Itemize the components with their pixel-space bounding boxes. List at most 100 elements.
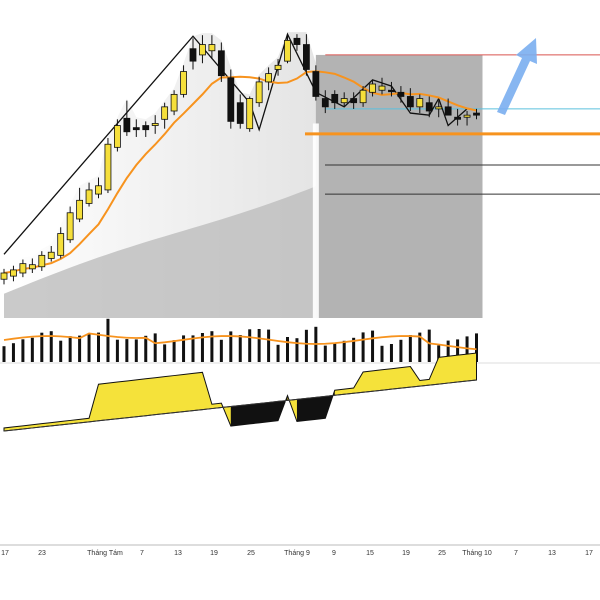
candle-body [142, 125, 150, 131]
candle-body [302, 44, 310, 70]
candle-body [28, 264, 36, 270]
candle-body [406, 96, 414, 108]
oscillator-negative [230, 395, 288, 427]
volume-bar [446, 340, 450, 362]
oscillator-signal [3, 379, 477, 432]
candle-body [359, 89, 367, 104]
volume-bar [49, 331, 53, 362]
candles [0, 34, 480, 285]
oscillator-negative [296, 390, 335, 422]
volume-bar [200, 333, 204, 362]
volume-bar [97, 332, 100, 362]
candle-body [85, 189, 93, 204]
candle-body [397, 91, 405, 97]
volume-bar [125, 339, 129, 362]
volume-bar [219, 339, 223, 362]
volume-bar [418, 332, 422, 362]
candle-body [378, 85, 386, 91]
x-tick-label: 17 [1, 550, 9, 557]
candle-body [473, 112, 480, 116]
candle-body [0, 272, 8, 280]
candle-body [38, 254, 46, 268]
volume-bar [304, 329, 308, 362]
x-tick-label: 13 [174, 550, 182, 557]
volume-bar [153, 333, 157, 362]
candle-body [104, 143, 112, 191]
candle-body [151, 123, 159, 126]
candle-body [425, 102, 433, 112]
volume-bar [276, 344, 280, 362]
volume-bar [2, 346, 6, 362]
candle-body [444, 106, 452, 116]
x-tick-label: Tháng 10 [462, 550, 492, 557]
candle-body [312, 71, 320, 97]
volume-bar [59, 340, 63, 362]
volume-bar [40, 332, 44, 362]
volume-bar [87, 334, 91, 362]
volume-bar [342, 340, 346, 362]
volume-bar [11, 343, 15, 362]
volume-bar [437, 345, 441, 362]
candle-body [47, 251, 55, 259]
volume-bar [210, 331, 214, 362]
candle-body [331, 93, 339, 104]
candle-body [199, 44, 206, 56]
background-bands [4, 32, 483, 319]
volume-bar [144, 335, 148, 362]
volume-bar [21, 339, 25, 362]
candle-body [265, 73, 273, 83]
volume-bars [0, 318, 600, 364]
candle-body [66, 212, 74, 241]
forecast-arrow-shape [497, 38, 537, 115]
volume-bar [333, 342, 337, 362]
x-tick-label: 13 [548, 550, 556, 557]
candle-body [388, 89, 395, 93]
candle-body [369, 83, 376, 93]
volume-bar [267, 329, 271, 362]
x-tick-label: Tháng Tám [87, 550, 123, 557]
candle-body [57, 233, 65, 256]
x-tick-label: Tháng 9 [284, 550, 310, 557]
candle-body [340, 98, 348, 104]
x-tick-label: 19 [402, 550, 410, 557]
volume-bar [172, 340, 176, 362]
volume-bar [163, 344, 167, 362]
volume-bar [456, 339, 460, 362]
candle-body [236, 102, 244, 124]
x-tick-label: 9 [332, 550, 336, 557]
candle-body [95, 185, 102, 195]
candle-body [189, 48, 197, 62]
x-tick-label: 19 [210, 550, 218, 557]
x-tick-label: 15 [366, 550, 374, 557]
volume-bar [361, 332, 365, 362]
candle-body [416, 98, 424, 108]
x-tick-label: 25 [247, 550, 255, 557]
volume-bar [408, 335, 412, 362]
volume-bar [371, 330, 375, 362]
candle-body [10, 269, 17, 277]
x-tick-label: 7 [140, 550, 144, 557]
volume-bar [30, 337, 34, 362]
x-tick-label: 7 [514, 550, 518, 557]
volume-ma-line [3, 332, 477, 351]
volume-bar [248, 329, 252, 362]
volume-bar [106, 318, 110, 362]
x-axis: 17 23 Tháng Tám 7 13 19 25 Tháng 9 9 15 19 25 Tháng … [0, 544, 600, 557]
volume-bar [427, 329, 431, 362]
x-tick-label: 23 [38, 550, 46, 557]
candle-body [350, 98, 358, 104]
volume-bar [399, 339, 403, 362]
candle-body [274, 64, 282, 70]
candle-body [217, 50, 225, 77]
oscillator-panel [3, 352, 477, 432]
volume-bar [182, 335, 186, 362]
volume-bar [380, 345, 384, 362]
candle-body [114, 125, 121, 148]
volume-bar [78, 335, 82, 362]
candle-body [435, 106, 443, 110]
candle-body [161, 106, 169, 120]
candle-body [255, 81, 263, 104]
volume-bar [115, 339, 119, 362]
